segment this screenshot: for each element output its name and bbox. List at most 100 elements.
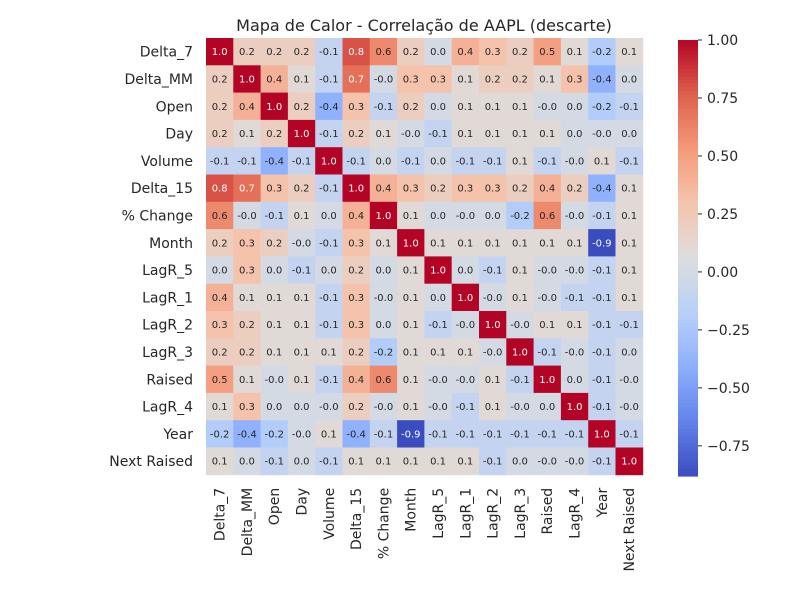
colorbar-segment	[678, 170, 698, 176]
heatmap-cell	[397, 420, 425, 448]
colorbar-segment	[678, 287, 698, 292]
heatmap-cell	[342, 201, 371, 230]
heatmap-cell	[560, 392, 589, 421]
cell-value-label: 0.3	[485, 184, 501, 195]
colorbar-segment	[678, 141, 698, 146]
cell-value-label: 0.2	[512, 47, 528, 58]
cell-value-label: -0.0	[565, 266, 585, 277]
colorbar-segment	[678, 152, 698, 157]
colorbar-segment	[678, 403, 698, 408]
heatmap-cell	[560, 65, 589, 93]
column-tick-label: % Change	[376, 488, 392, 559]
cell-value-label: 0.1	[457, 238, 473, 249]
colorbar-segment	[678, 203, 698, 208]
colorbar-segment	[678, 149, 698, 154]
heatmap-cell	[260, 392, 289, 421]
cell-value-label: 0.3	[567, 74, 583, 85]
cell-value-label: -0.0	[374, 402, 394, 413]
cell-value-label: -0.0	[537, 266, 557, 277]
colorbar-segment	[678, 272, 698, 277]
heatmap-cell	[506, 338, 534, 366]
cell-value-label: 0.8	[348, 47, 364, 58]
heatmap-cell	[615, 201, 644, 230]
heatmap-cell	[451, 147, 480, 175]
colorbar-segment	[678, 356, 698, 361]
cell-value-label: -0.1	[456, 402, 476, 413]
cell-value-label: 1.0	[266, 102, 282, 113]
row-labels: Delta_7 Delta_MM Open Day Volume Delta_15 % Ch…	[109, 45, 193, 470]
heatmap-cell	[397, 92, 425, 121]
colorbar-segment	[678, 98, 698, 103]
colorbar-segment	[678, 61, 698, 67]
cell-value-label: 0.1	[539, 238, 555, 249]
cell-value-label: 1.0	[539, 375, 555, 386]
colorbar-segment	[678, 457, 698, 463]
heatmap-cell	[206, 311, 234, 339]
colorbar-segment	[678, 243, 698, 248]
cell-value-label: 0.1	[621, 266, 637, 277]
heatmap-cell	[206, 119, 234, 148]
heatmap-cell	[533, 119, 562, 148]
colorbar-segment	[678, 454, 698, 459]
cell-value-label: 0.2	[403, 102, 419, 113]
heatmap-cell	[588, 201, 616, 230]
heatmap-cell	[315, 338, 343, 366]
heatmap-cell	[506, 283, 534, 312]
cell-value-label: -0.1	[319, 238, 339, 249]
heatmap-cell	[533, 147, 562, 175]
heatmap-cell	[287, 65, 316, 93]
cell-value-label: -0.1	[592, 347, 612, 358]
cell-value-label: 0.1	[567, 238, 583, 249]
cell-value-label: -0.1	[319, 457, 339, 468]
column-tick-label: LagR_5	[431, 488, 447, 539]
cell-value-label: 1.0	[294, 129, 310, 140]
colorbar-segment	[678, 58, 698, 63]
cell-value-label: -0.0	[510, 320, 530, 331]
colorbar-segment	[678, 210, 698, 215]
cell-value-label: -0.1	[292, 266, 312, 277]
heatmap-cell	[479, 201, 507, 230]
cell-value-label: 0.4	[266, 74, 282, 85]
heatmap-cell	[479, 365, 507, 394]
heatmap-cell	[615, 229, 644, 257]
heatmap-cell	[206, 420, 234, 448]
heatmap-cell	[588, 256, 616, 285]
cell-value-label: 0.0	[321, 211, 337, 222]
cell-value-label: 0.4	[348, 211, 364, 222]
cell-value-label: 0.1	[403, 320, 419, 331]
heatmap-cell	[342, 283, 371, 312]
cell-value-label: -0.1	[565, 293, 585, 304]
colorbar-segment	[678, 359, 698, 364]
cell-value-label: -0.1	[483, 429, 503, 440]
heatmap-cell	[233, 392, 261, 421]
colorbar-segment	[678, 421, 698, 426]
heatmap-cell	[342, 229, 371, 257]
heatmap-cell	[588, 338, 616, 366]
heatmap-cell	[588, 174, 616, 203]
heatmap-cell	[369, 420, 398, 448]
cell-value-label: -0.1	[374, 102, 394, 113]
cell-value-label: 0.1	[485, 375, 501, 386]
cell-value-label: 0.1	[403, 375, 419, 386]
heatmap-cell	[533, 229, 562, 257]
heatmap-cell	[397, 283, 425, 312]
row-tick-label: LagR_5	[142, 263, 193, 279]
cell-value-label: -0.1	[483, 266, 503, 277]
cell-value-label: -0.1	[264, 211, 284, 222]
heatmap-cell	[560, 365, 589, 394]
cell-value-label: 0.2	[239, 47, 255, 58]
cell-value-label: 0.1	[403, 266, 419, 277]
heatmap-cell	[560, 338, 589, 366]
cell-value-label: 0.0	[321, 266, 337, 277]
colorbar-segment	[678, 381, 698, 386]
cell-value-label: -0.0	[565, 457, 585, 468]
heatmap-cell	[479, 38, 507, 66]
cell-value-label: -0.1	[483, 156, 503, 167]
colorbar-segment	[678, 305, 698, 310]
heatmap-cell	[506, 92, 534, 121]
cell-value-label: -0.0	[456, 211, 476, 222]
colorbar-tick-label: 0.25	[707, 207, 738, 223]
heatmap-cell	[424, 311, 453, 339]
colorbar-segment	[678, 261, 698, 266]
colorbar-segment	[678, 54, 698, 59]
